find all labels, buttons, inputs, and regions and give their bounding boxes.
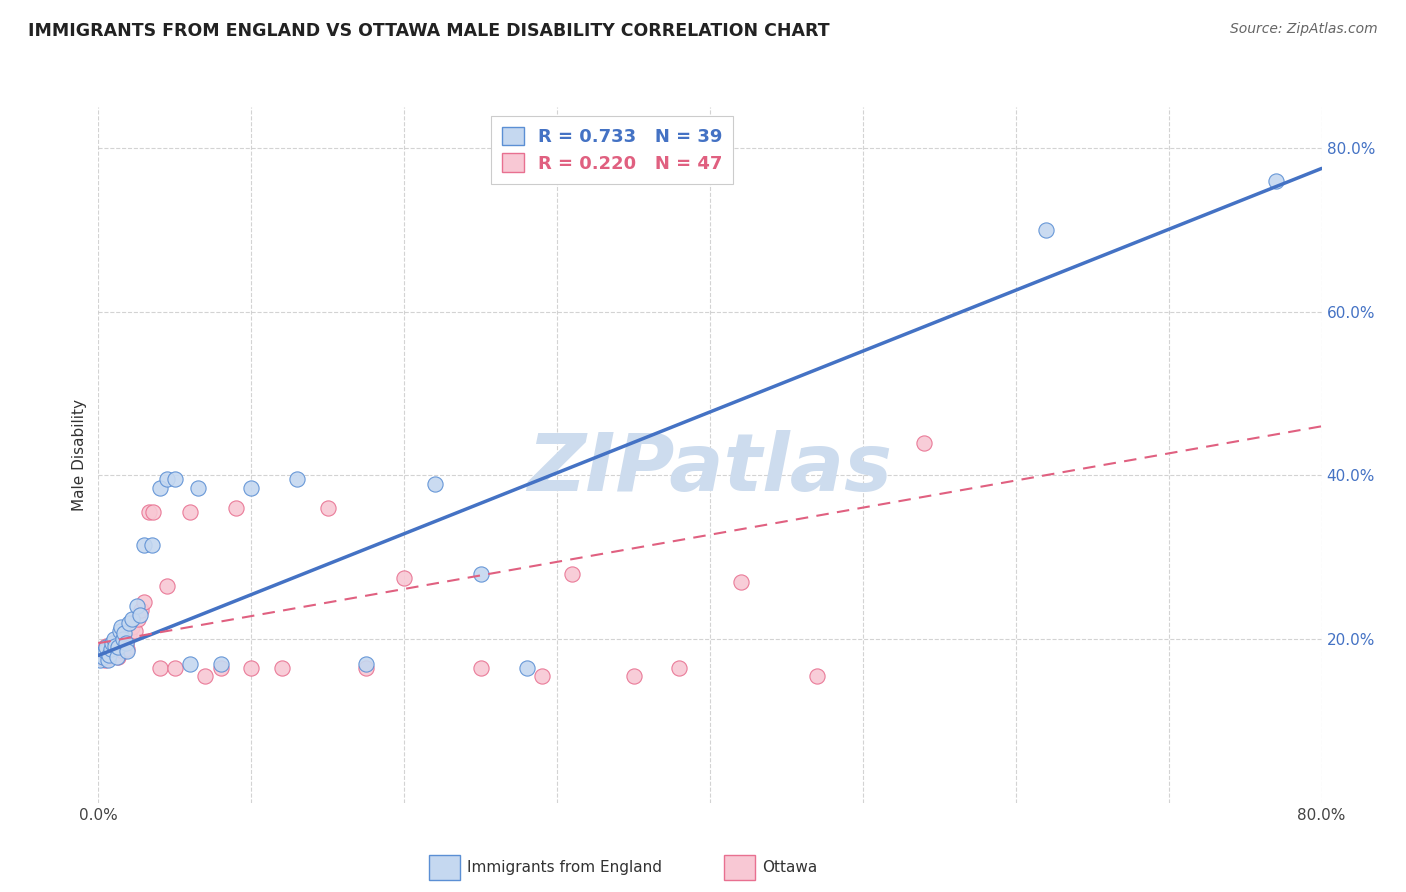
Point: [89, 652, 111, 666]
Point: [101, 636, 124, 650]
Point: [668, 661, 690, 675]
Point: [354, 661, 377, 675]
Point: [623, 669, 645, 683]
Y-axis label: Male Disability: Male Disability: [72, 399, 87, 511]
Point: [121, 612, 143, 626]
Point: [97, 652, 120, 666]
Point: [104, 641, 127, 656]
Point: [100, 641, 122, 656]
Point: [117, 641, 139, 656]
Point: [94, 639, 117, 653]
Point: [240, 481, 263, 495]
Point: [129, 603, 152, 617]
Point: [98, 648, 121, 663]
Point: [121, 620, 143, 634]
Point: [111, 644, 134, 658]
Point: [470, 661, 492, 675]
Point: [912, 435, 935, 450]
Point: [107, 650, 129, 665]
Point: [117, 644, 139, 658]
Point: [194, 669, 217, 683]
Point: [156, 579, 179, 593]
Point: [105, 650, 128, 665]
Point: [209, 657, 232, 671]
Point: [516, 661, 538, 675]
Point: [115, 636, 138, 650]
Point: [115, 636, 138, 650]
Point: [149, 481, 172, 495]
Text: IMMIGRANTS FROM ENGLAND VS OTTAWA MALE DISABILITY CORRELATION CHART: IMMIGRANTS FROM ENGLAND VS OTTAWA MALE D…: [28, 22, 830, 40]
Point: [108, 639, 131, 653]
Point: [1264, 174, 1286, 188]
Point: [98, 648, 121, 663]
Point: [91, 647, 114, 661]
Point: [316, 501, 339, 516]
Point: [806, 669, 828, 683]
Point: [108, 624, 131, 638]
Point: [270, 661, 292, 675]
Point: [149, 661, 172, 675]
Point: [127, 612, 149, 626]
Point: [118, 615, 141, 630]
Point: [101, 640, 124, 655]
Point: [225, 501, 247, 516]
Point: [163, 473, 186, 487]
Point: [179, 657, 201, 671]
Point: [103, 632, 125, 646]
Point: [138, 505, 160, 519]
Point: [124, 624, 146, 638]
Point: [103, 636, 125, 650]
Point: [163, 661, 186, 675]
Point: [470, 566, 492, 581]
Point: [354, 657, 377, 671]
Point: [89, 644, 111, 658]
Point: [105, 647, 128, 661]
Point: [93, 652, 115, 666]
Point: [111, 632, 134, 646]
Point: [97, 650, 120, 665]
Point: [141, 538, 163, 552]
Point: [561, 566, 583, 581]
Point: [179, 505, 201, 519]
Point: [134, 595, 156, 609]
Point: [90, 641, 112, 656]
Point: [392, 571, 416, 585]
Point: [187, 481, 209, 495]
Text: ZIPatlas: ZIPatlas: [527, 430, 893, 508]
Point: [110, 620, 132, 634]
Point: [107, 640, 129, 655]
Text: Immigrants from England: Immigrants from England: [467, 861, 662, 875]
Point: [209, 661, 232, 675]
Point: [134, 538, 156, 552]
Point: [91, 650, 114, 665]
Text: Source: ZipAtlas.com: Source: ZipAtlas.com: [1230, 22, 1378, 37]
Point: [1035, 223, 1057, 237]
Point: [93, 644, 115, 658]
Point: [156, 473, 179, 487]
Text: Ottawa: Ottawa: [762, 861, 817, 875]
Point: [110, 636, 132, 650]
Point: [530, 669, 553, 683]
Point: [142, 505, 165, 519]
Legend: R = 0.733   N = 39, R = 0.220   N = 47: R = 0.733 N = 39, R = 0.220 N = 47: [491, 116, 734, 184]
Point: [90, 647, 112, 661]
Point: [94, 640, 117, 655]
Point: [118, 628, 141, 642]
Point: [125, 599, 148, 614]
Point: [128, 607, 150, 622]
Point: [730, 574, 752, 589]
Point: [112, 632, 135, 646]
Point: [100, 644, 122, 658]
Point: [423, 476, 446, 491]
Point: [112, 625, 135, 640]
Point: [285, 473, 308, 487]
Point: [240, 661, 263, 675]
Point: [104, 639, 127, 653]
